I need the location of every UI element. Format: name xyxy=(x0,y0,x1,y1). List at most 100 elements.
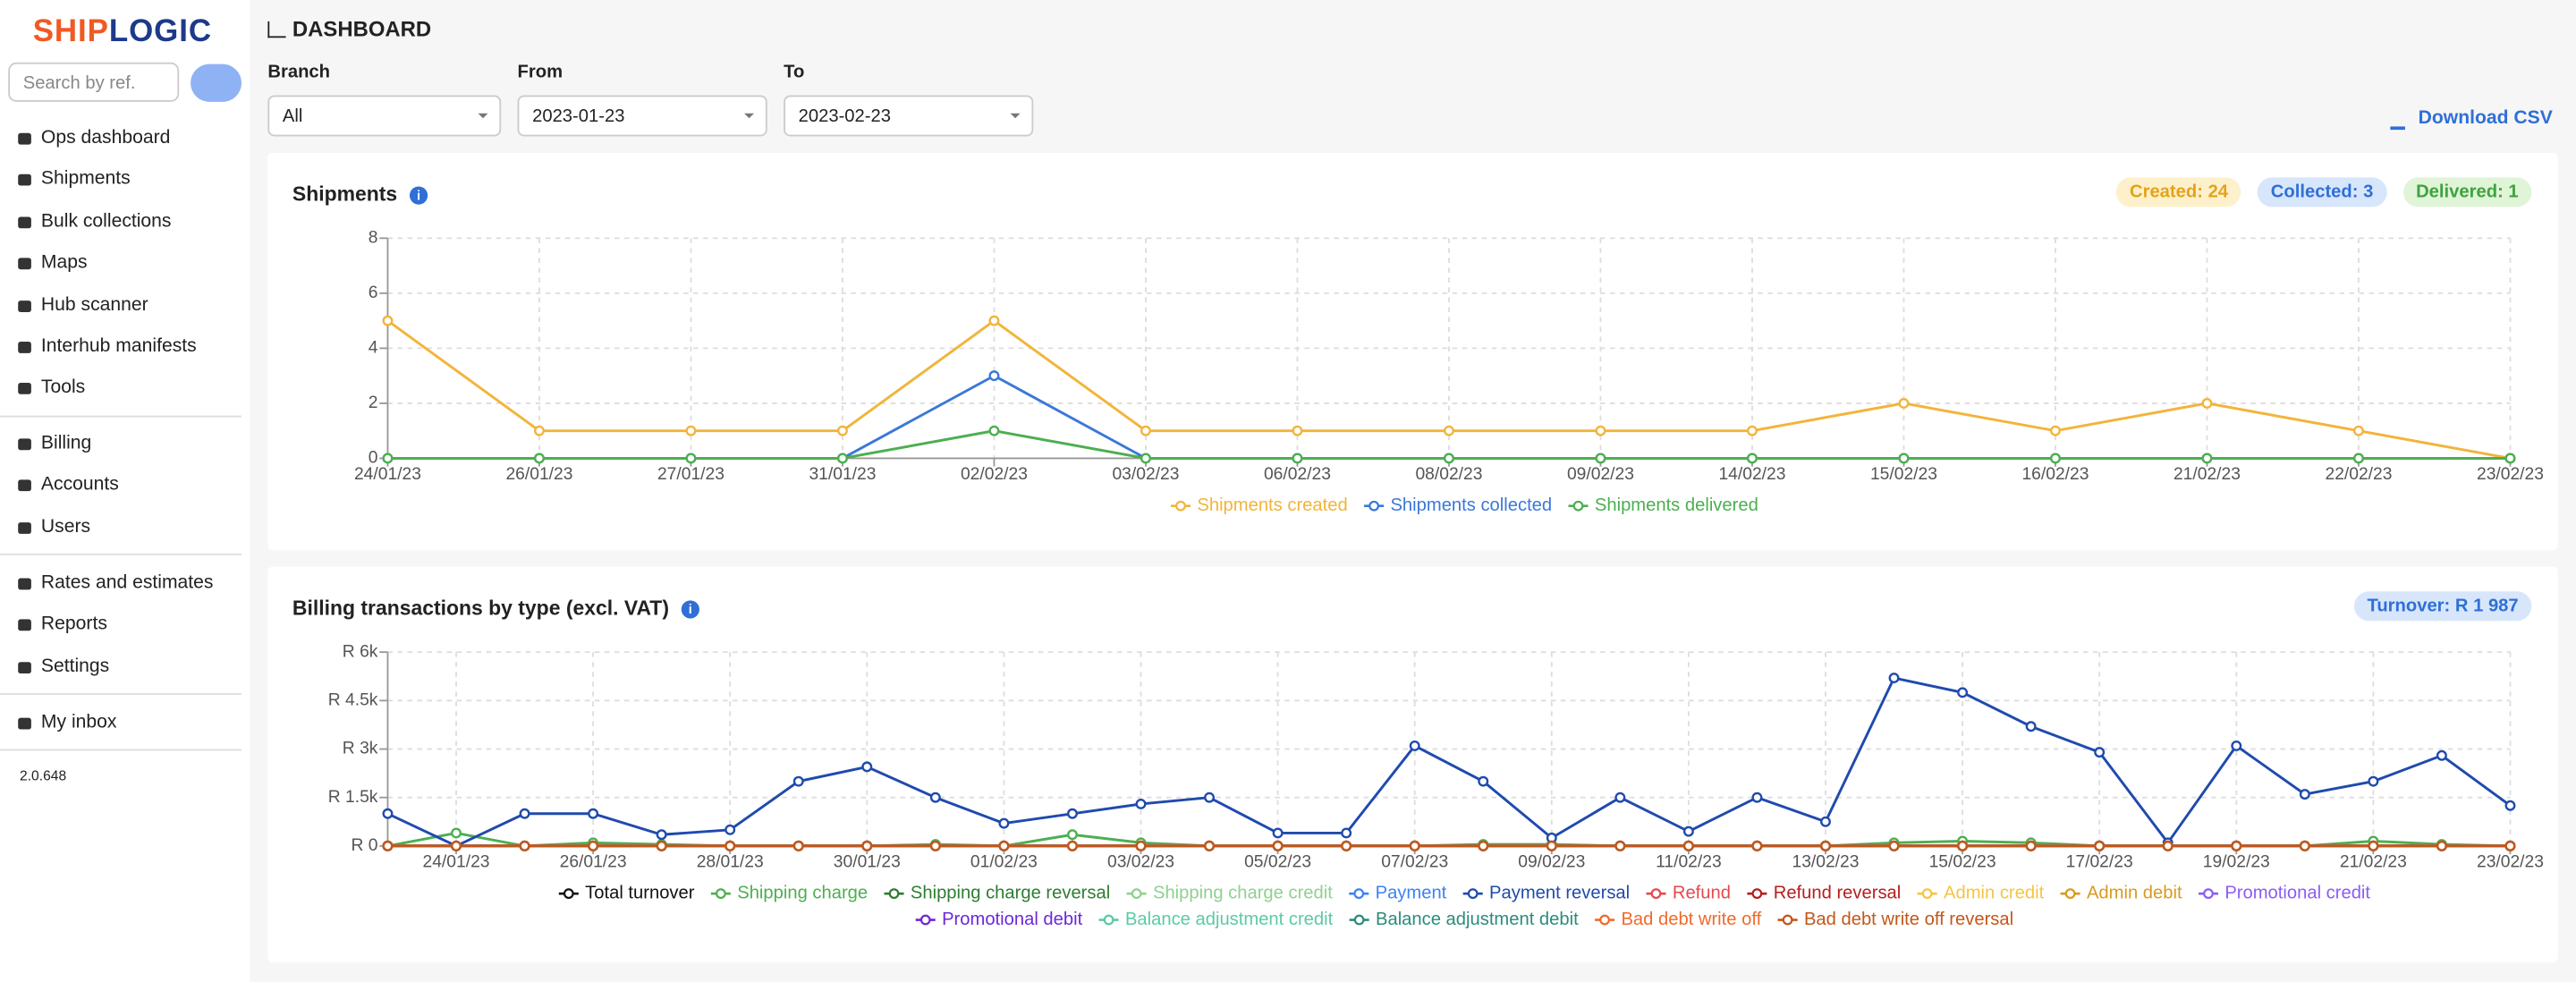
y-tick-label: R 1.5k xyxy=(328,788,378,807)
point xyxy=(533,425,545,436)
x-tick-label: 22/02/23 xyxy=(2325,465,2392,484)
legend-item: Refund reversal xyxy=(1747,884,1901,903)
x-tick-label: 03/02/23 xyxy=(1112,465,1179,484)
x-tick-label: 21/02/23 xyxy=(2340,852,2407,871)
logo: SHIPLOGIC xyxy=(33,15,212,51)
legend-marker xyxy=(1921,888,1933,900)
badges: Created: 24 Collected: 3 Delivered: 1 xyxy=(2116,177,2532,207)
filter: To 2023-02-23 xyxy=(784,63,1034,137)
nav-item[interactable]: Shipments xyxy=(0,160,242,202)
legend-marker xyxy=(715,888,726,900)
nav-item[interactable]: Interhub manifests xyxy=(0,326,242,368)
chart-card: Shipments i 0 2 4 6 8 24/01/23 26/01/23 27/01/23 3… xyxy=(267,152,2558,551)
legend-label: Promotional credit xyxy=(2224,884,2370,903)
point xyxy=(1478,775,1489,787)
point xyxy=(998,817,1010,829)
point xyxy=(382,315,394,326)
filter-select[interactable]: 2023-01-23 xyxy=(517,95,767,137)
chart-title: Shipments xyxy=(292,182,397,206)
x-tick-label: 09/02/23 xyxy=(1518,852,1585,871)
legend-label: Promotional debit xyxy=(942,910,1082,929)
legend-label: Balance adjustment credit xyxy=(1125,910,1334,929)
point xyxy=(2231,740,2242,751)
point xyxy=(1135,798,1147,809)
nav-item[interactable]: Reports xyxy=(0,605,242,648)
y-tick-label: R 6k xyxy=(343,642,378,661)
point xyxy=(1478,840,1489,851)
search-button[interactable] xyxy=(191,63,242,102)
point xyxy=(2050,425,2061,436)
logo-part: LOGIC xyxy=(108,14,212,50)
point xyxy=(2050,453,2061,464)
legend-marker xyxy=(1650,888,1662,900)
filter-select[interactable]: All xyxy=(267,95,502,137)
nav-item[interactable]: Billing xyxy=(0,424,242,466)
legend-label: Shipping charge xyxy=(737,884,868,903)
x-tick-label: 23/02/23 xyxy=(2477,852,2544,871)
x-tick-label: 26/01/23 xyxy=(560,852,627,871)
x-tick-label: 24/01/23 xyxy=(423,852,490,871)
x-tick-label: 17/02/23 xyxy=(2066,852,2133,871)
point xyxy=(2353,453,2364,464)
separator xyxy=(0,749,242,752)
point xyxy=(2504,800,2516,811)
search-input[interactable]: Search by ref. xyxy=(8,62,180,102)
point xyxy=(2299,789,2310,800)
point xyxy=(1751,840,1763,851)
badge: Created: 24 xyxy=(2116,177,2241,207)
nav-item[interactable]: Rates and estimates xyxy=(0,563,242,605)
point xyxy=(2299,840,2310,851)
x-tick-label: 09/02/23 xyxy=(1567,465,1634,484)
x-tick-label: 11/02/23 xyxy=(1656,852,1722,871)
y-tick-label: 6 xyxy=(369,284,378,302)
point xyxy=(2025,840,2037,851)
filter-label: From xyxy=(517,62,564,82)
nav-item[interactable]: Tools xyxy=(0,368,242,411)
legend-item: Promotional credit xyxy=(2198,884,2370,903)
point xyxy=(2094,747,2106,758)
nav-item[interactable]: Users xyxy=(0,507,242,549)
nav-item[interactable]: Settings xyxy=(0,647,242,689)
y-tick-label: 2 xyxy=(369,394,378,412)
point xyxy=(2368,840,2379,851)
point xyxy=(1444,453,1454,464)
legend-marker xyxy=(1467,888,1479,900)
nav-group: My inbox xyxy=(0,703,242,745)
legend-label: Balance adjustment debit xyxy=(1376,910,1579,929)
legend-label: Refund xyxy=(1673,884,1731,903)
point xyxy=(2436,749,2447,761)
nav-item[interactable]: Hub scanner xyxy=(0,285,242,327)
point xyxy=(792,840,804,851)
point xyxy=(1957,687,1969,698)
point xyxy=(656,840,667,851)
x-tick-label: 05/02/23 xyxy=(1244,852,1311,871)
nav-item[interactable]: Maps xyxy=(0,243,242,285)
chart: Shipments i 0 2 4 6 8 24/01/23 26/01/23 27/01/23 3… xyxy=(292,182,2544,515)
nav-item[interactable]: Accounts xyxy=(0,466,242,508)
legend-item: Payment reversal xyxy=(1462,884,1630,903)
nav-item[interactable]: Bulk collections xyxy=(0,202,242,244)
nav-item[interactable]: Ops dashboard xyxy=(0,118,242,160)
point xyxy=(1614,792,1626,803)
point xyxy=(1409,840,1420,851)
filter-label: Branch xyxy=(267,62,331,82)
point xyxy=(2201,397,2213,409)
sidebar: SHIPLOGIC Search by ref. 2.0.648 Ops das… xyxy=(0,0,250,982)
series-line xyxy=(386,676,2512,848)
legend-marker xyxy=(888,888,900,900)
point xyxy=(1140,453,1151,464)
download-csv[interactable]: Download CSV xyxy=(2418,108,2553,129)
legend-item: Shipping charge credit xyxy=(1126,884,1333,903)
legend-marker xyxy=(2064,888,2076,900)
nav-item[interactable]: My inbox xyxy=(0,703,242,745)
x-tick-label: 27/01/23 xyxy=(657,465,724,484)
point xyxy=(519,840,530,851)
legend-marker xyxy=(1751,888,1763,900)
filter-select[interactable]: 2023-02-23 xyxy=(784,95,1034,137)
info-icon-glyph: i xyxy=(689,603,692,617)
legend-label: Refund reversal xyxy=(1774,884,1902,903)
point xyxy=(1751,792,1763,803)
legend-item: Payment xyxy=(1349,884,1447,903)
x-tick-label: 15/02/23 xyxy=(1870,465,1937,484)
point xyxy=(1614,840,1626,851)
